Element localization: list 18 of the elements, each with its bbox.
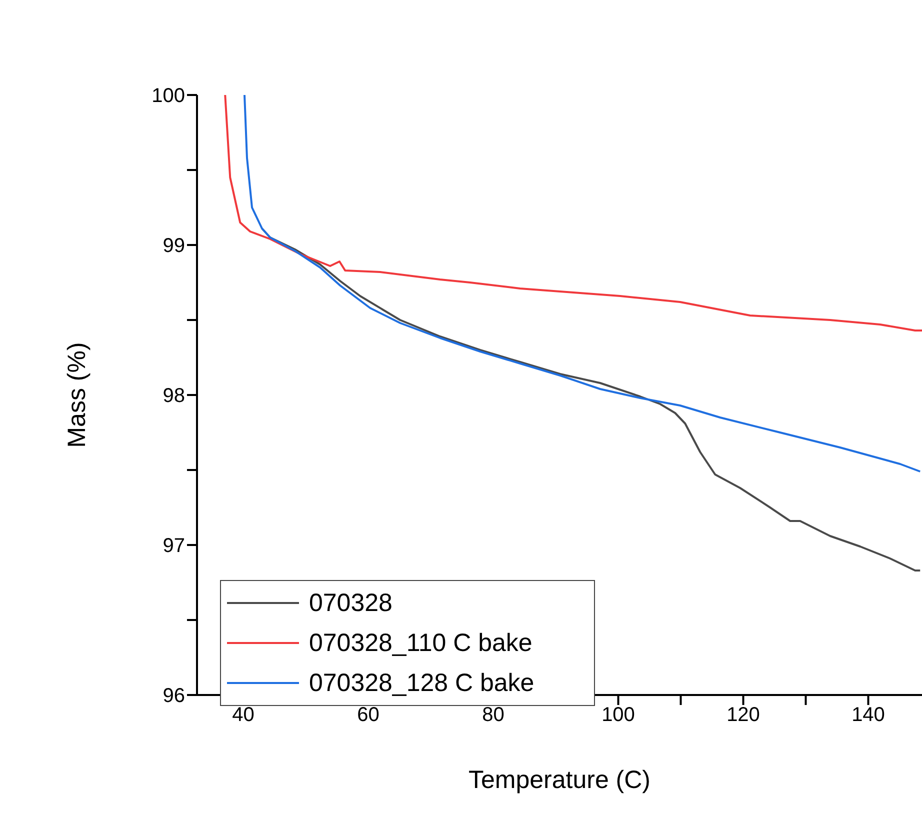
legend-label: 070328 (309, 588, 392, 619)
legend-label: 070328_128 C bake (309, 668, 534, 699)
y-tick-label: 97 (162, 535, 185, 558)
line-series (244, 95, 922, 472)
x-tick-label: 80 (482, 704, 504, 726)
x-tick-label: 120 (726, 704, 760, 726)
y-tick-label: 99 (162, 235, 185, 258)
line-series (224, 95, 922, 332)
y-tick-label: 96 (162, 685, 185, 708)
legend-label: 070328_110 C bake (309, 628, 532, 659)
x-tick-label: 140 (852, 704, 885, 726)
y-tick-label: 100 (152, 85, 185, 108)
y-tick-label: 98 (162, 385, 185, 408)
x-tick-label: 100 (602, 704, 635, 726)
x-tick-label: 60 (357, 704, 380, 726)
y-axis-title: Mass (%) (62, 342, 91, 448)
x-tick-label: 40 (232, 704, 254, 726)
x-axis-title: Temperature (C) (468, 766, 650, 794)
